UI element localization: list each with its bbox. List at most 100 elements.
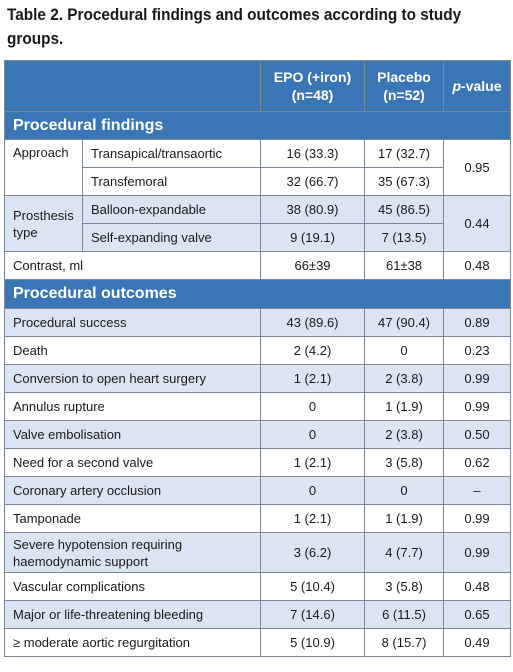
cell-epo: 32 (66.7) bbox=[260, 167, 365, 196]
table-row: Need for a second valve 1 (2.1) 3 (5.8) … bbox=[4, 448, 511, 477]
cell-epo: 5 (10.4) bbox=[260, 572, 365, 601]
cell-epo: 1 (2.1) bbox=[260, 504, 365, 533]
table-row: Tamponade 1 (2.1) 1 (1.9) 0.99 bbox=[4, 504, 511, 533]
section-title-findings: Procedural findings bbox=[4, 111, 511, 140]
cell-placebo: 0 bbox=[364, 476, 444, 505]
cell-pvalue: 0.44 bbox=[443, 195, 511, 252]
header-pvalue-p: p bbox=[452, 78, 462, 94]
row-sublabel: Self-expanding valve bbox=[82, 223, 261, 252]
table-row: Procedural success 43 (89.6) 47 (90.4) 0… bbox=[4, 308, 511, 337]
cell-epo: 38 (80.9) bbox=[260, 195, 365, 224]
cell-epo: 1 (2.1) bbox=[260, 364, 365, 393]
row-label: Procedural success bbox=[4, 308, 261, 337]
row-label: Tamponade bbox=[4, 504, 261, 533]
cell-epo: 5 (10.9) bbox=[260, 628, 365, 657]
row-label: Conversion to open heart surgery bbox=[4, 364, 261, 393]
cell-pvalue: 0.99 bbox=[443, 364, 511, 393]
cell-epo: 7 (14.6) bbox=[260, 600, 365, 629]
table-row: Severe hypotension requiring haemodynami… bbox=[4, 532, 511, 573]
row-label: ≥ moderate aortic regurgitation bbox=[4, 628, 261, 657]
cell-epo: 43 (89.6) bbox=[260, 308, 365, 337]
cell-placebo: 8 (15.7) bbox=[364, 628, 444, 657]
table-row: Self-expanding valve 9 (19.1) 7 (13.5) bbox=[5, 223, 511, 252]
header-placebo-n: (n=52) bbox=[383, 87, 425, 103]
row-label: Annulus rupture bbox=[4, 392, 261, 421]
cell-epo: 66±39 bbox=[260, 251, 365, 280]
cell-placebo: 45 (86.5) bbox=[364, 195, 444, 224]
row-label: Major or life-threatening bleeding bbox=[4, 600, 261, 629]
header-epo-n: (n=48) bbox=[291, 87, 334, 103]
table-row: Prosthesis type Balloon-expandable 38 (8… bbox=[4, 195, 511, 252]
cell-placebo: 35 (67.3) bbox=[364, 167, 444, 196]
row-sublabel: Balloon-expandable bbox=[82, 195, 261, 224]
cell-pvalue: 0.99 bbox=[443, 392, 511, 421]
row-label: Severe hypotension requiring haemodynami… bbox=[4, 532, 261, 573]
header-blank bbox=[4, 60, 261, 112]
cell-pvalue: 0.48 bbox=[443, 572, 511, 601]
row-label: Valve embolisation bbox=[4, 420, 261, 449]
cell-pvalue: – bbox=[443, 476, 511, 505]
table-caption: Table 2. Procedural findings and outcome… bbox=[7, 6, 462, 48]
cell-epo: 0 bbox=[260, 476, 365, 505]
table-row: Contrast, ml 66±39 61±38 0.48 bbox=[4, 251, 511, 280]
table-row: Vascular complications 5 (10.4) 3 (5.8) … bbox=[4, 572, 511, 601]
cell-placebo: 2 (3.8) bbox=[364, 364, 444, 393]
table-row: Coronary artery occlusion 0 0 – bbox=[4, 476, 511, 505]
header-epo: EPO (+iron) (n=48) bbox=[260, 60, 365, 112]
cell-placebo: 17 (32.7) bbox=[364, 139, 444, 168]
cell-placebo: 4 (7.7) bbox=[364, 532, 444, 573]
cell-epo: 9 (19.1) bbox=[260, 223, 365, 252]
row-label: Need for a second valve bbox=[4, 448, 261, 477]
table-row: Valve embolisation 0 2 (3.8) 0.50 bbox=[4, 420, 511, 449]
header-pvalue-rest: -value bbox=[461, 78, 502, 94]
row-label-approach: Approach bbox=[4, 139, 83, 196]
section-row-findings: Procedural findings bbox=[4, 111, 511, 140]
row-label-prosthesis-line1: Prosthesis bbox=[13, 207, 74, 223]
cell-placebo: 6 (11.5) bbox=[364, 600, 444, 629]
cell-epo: 0 bbox=[260, 420, 365, 449]
cell-pvalue: 0.23 bbox=[443, 336, 511, 365]
cell-epo: 2 (4.2) bbox=[260, 336, 365, 365]
table-row: Annulus rupture 0 1 (1.9) 0.99 bbox=[4, 392, 511, 421]
row-label: Death bbox=[4, 336, 261, 365]
cell-epo: 0 bbox=[260, 392, 365, 421]
cell-epo: 3 (6.2) bbox=[260, 532, 365, 573]
table-row: Death 2 (4.2) 0 0.23 bbox=[4, 336, 511, 365]
header-row: EPO (+iron) (n=48) Placebo (n=52) p-valu… bbox=[4, 60, 511, 112]
outcomes-table: EPO (+iron) (n=48) Placebo (n=52) p-valu… bbox=[4, 60, 511, 657]
cell-placebo: 3 (5.8) bbox=[364, 448, 444, 477]
cell-pvalue: 0.50 bbox=[443, 420, 511, 449]
cell-pvalue: 0.48 bbox=[443, 251, 511, 280]
row-label-prosthesis-line2: type bbox=[13, 224, 38, 240]
cell-placebo: 3 (5.8) bbox=[364, 572, 444, 601]
header-placebo-name: Placebo bbox=[377, 69, 431, 85]
cell-epo: 1 (2.1) bbox=[260, 448, 365, 477]
cell-placebo: 61±38 bbox=[364, 251, 444, 280]
cell-placebo: 2 (3.8) bbox=[364, 420, 444, 449]
table-row: ≥ moderate aortic regurgitation 5 (10.9)… bbox=[4, 628, 511, 657]
header-epo-name: EPO (+iron) bbox=[273, 69, 352, 85]
cell-epo: 16 (33.3) bbox=[260, 139, 365, 168]
header-pvalue: p-value bbox=[443, 60, 511, 112]
row-label-line2: haemodynamic support bbox=[13, 553, 149, 569]
cell-placebo: 1 (1.9) bbox=[364, 504, 444, 533]
cell-pvalue: 0.95 bbox=[443, 139, 511, 196]
row-label-prosthesis: Prosthesis type bbox=[4, 195, 83, 252]
cell-placebo: 7 (13.5) bbox=[364, 223, 444, 252]
cell-placebo: 47 (90.4) bbox=[364, 308, 444, 337]
header-placebo: Placebo (n=52) bbox=[364, 60, 444, 112]
cell-placebo: 1 (1.9) bbox=[364, 392, 444, 421]
cell-pvalue: 0.65 bbox=[443, 600, 511, 629]
cell-pvalue: 0.99 bbox=[443, 532, 511, 573]
cell-pvalue: 0.62 bbox=[443, 448, 511, 477]
cell-pvalue: 0.49 bbox=[443, 628, 511, 657]
table-row: Approach Transapical/transaortic 16 (33.… bbox=[4, 139, 511, 196]
cell-pvalue: 0.89 bbox=[443, 308, 511, 337]
row-label: Coronary artery occlusion bbox=[4, 476, 261, 505]
row-label: Vascular complications bbox=[4, 572, 261, 601]
table-row: Conversion to open heart surgery 1 (2.1)… bbox=[4, 364, 511, 393]
section-title-outcomes: Procedural outcomes bbox=[4, 279, 511, 309]
cell-placebo: 0 bbox=[364, 336, 444, 365]
section-row-outcomes: Procedural outcomes bbox=[4, 279, 511, 309]
cell-pvalue: 0.99 bbox=[443, 504, 511, 533]
